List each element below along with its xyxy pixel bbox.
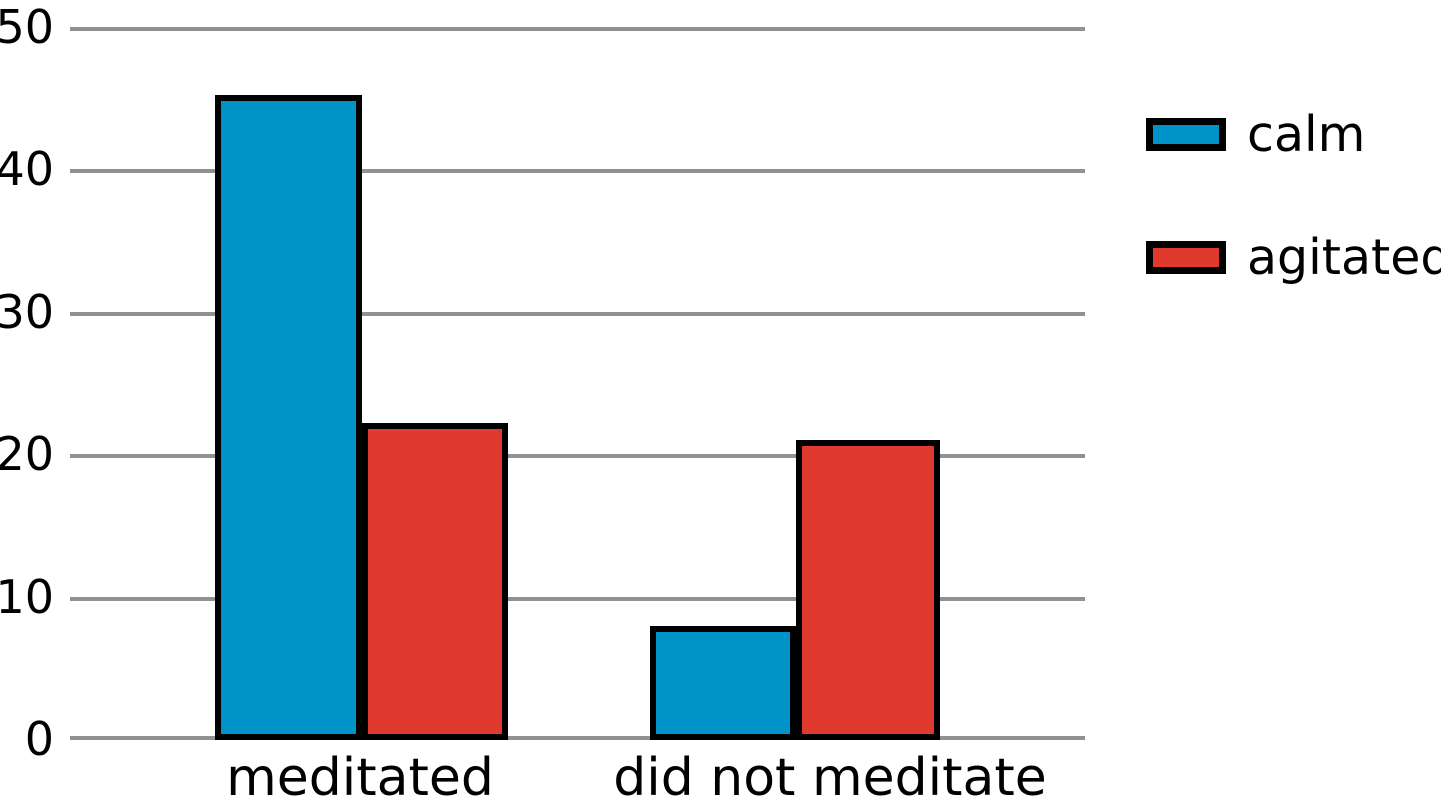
legend-entry-calm[interactable]: calm bbox=[1146, 110, 1365, 159]
xtick-label-did-not-meditate: did not meditate bbox=[613, 748, 1047, 808]
axis-line-zero bbox=[70, 736, 1085, 740]
bar-meditated-agitated[interactable] bbox=[362, 423, 508, 740]
ytick-label-0: 0 bbox=[24, 712, 54, 766]
ytick-label-40: 40 bbox=[0, 142, 54, 196]
legend-label-calm: calm bbox=[1247, 106, 1366, 163]
gridline-50 bbox=[70, 27, 1085, 31]
bar-meditated-calm[interactable] bbox=[215, 95, 362, 740]
legend-label-agitated: agitated bbox=[1247, 229, 1441, 286]
bar-did-not-meditate-agitated[interactable] bbox=[796, 440, 940, 740]
ytick-label-10: 10 bbox=[0, 570, 54, 624]
plot-area bbox=[70, 27, 1085, 740]
gridline-30 bbox=[70, 312, 1085, 316]
gridline-40 bbox=[70, 169, 1085, 173]
ytick-label-50: 50 bbox=[0, 0, 54, 54]
legend-swatch-calm-icon bbox=[1146, 118, 1226, 151]
legend-entry-agitated[interactable]: agitated bbox=[1146, 233, 1441, 282]
ytick-label-20: 20 bbox=[0, 427, 54, 481]
legend-swatch-agitated-icon bbox=[1146, 241, 1226, 274]
gridline-10 bbox=[70, 597, 1085, 601]
ytick-label-30: 30 bbox=[0, 285, 54, 339]
bar-did-not-meditate-calm[interactable] bbox=[650, 626, 796, 740]
gridline-20 bbox=[70, 454, 1085, 458]
xtick-label-meditated: meditated bbox=[226, 748, 494, 808]
